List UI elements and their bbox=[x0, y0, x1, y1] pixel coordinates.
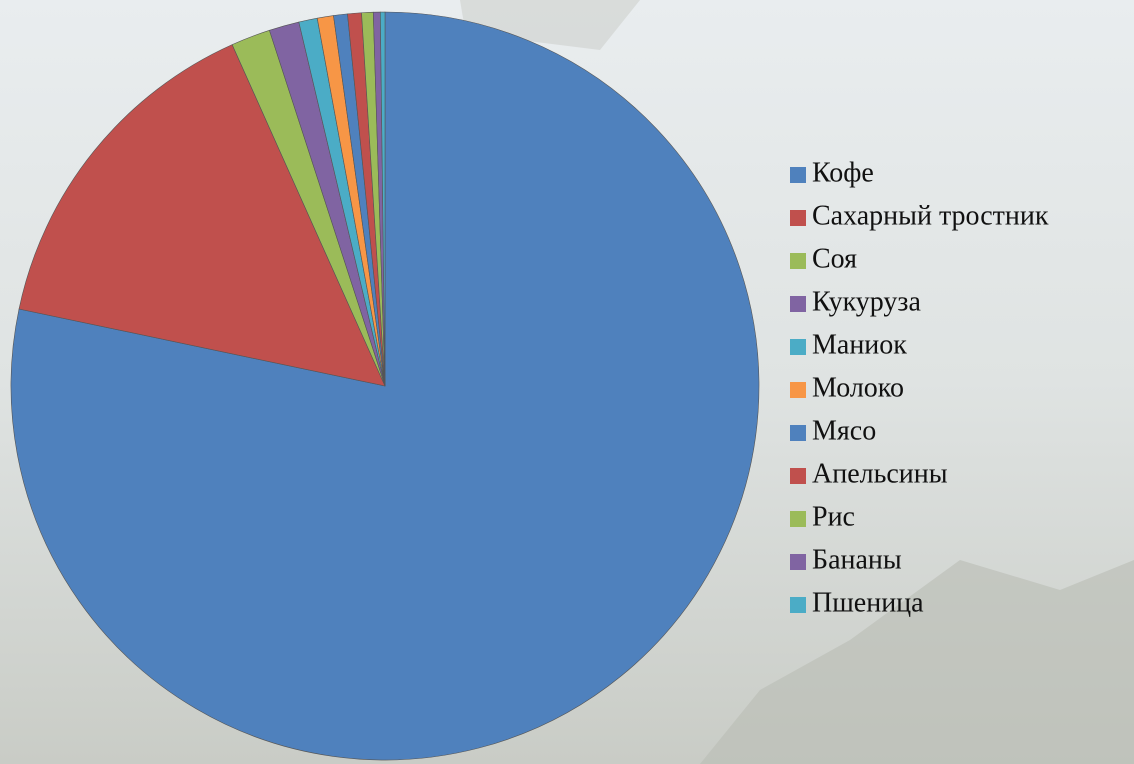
legend-label: Кофе bbox=[812, 157, 874, 188]
pie-slice bbox=[379, 11, 386, 387]
legend-label: Бананы bbox=[812, 544, 902, 575]
legend-label: Кукуруза bbox=[812, 286, 921, 317]
legend-marker bbox=[790, 554, 806, 570]
legend-marker bbox=[790, 425, 806, 441]
legend-label: Рис bbox=[812, 501, 855, 532]
pie-slice bbox=[18, 44, 386, 387]
legend-label: Маниок bbox=[812, 329, 907, 360]
legend-label: Мясо bbox=[812, 415, 876, 446]
legend-label: Молоко bbox=[812, 372, 904, 403]
legend-marker bbox=[790, 382, 806, 398]
legend-marker bbox=[790, 468, 806, 484]
legend-marker bbox=[790, 339, 806, 355]
legend-marker bbox=[790, 167, 806, 183]
pie-slice bbox=[10, 11, 760, 761]
legend-label: Сахарный тростник bbox=[812, 200, 1049, 231]
legend-marker bbox=[790, 511, 806, 527]
background-scenery bbox=[700, 560, 1134, 764]
legend-marker bbox=[790, 597, 806, 613]
legend-label: Апельсины bbox=[812, 458, 948, 489]
legend-marker bbox=[790, 210, 806, 226]
legend-marker bbox=[790, 253, 806, 269]
legend-label: Пшеница bbox=[812, 587, 924, 618]
legend-label: Соя bbox=[812, 243, 857, 274]
legend-marker bbox=[790, 296, 806, 312]
